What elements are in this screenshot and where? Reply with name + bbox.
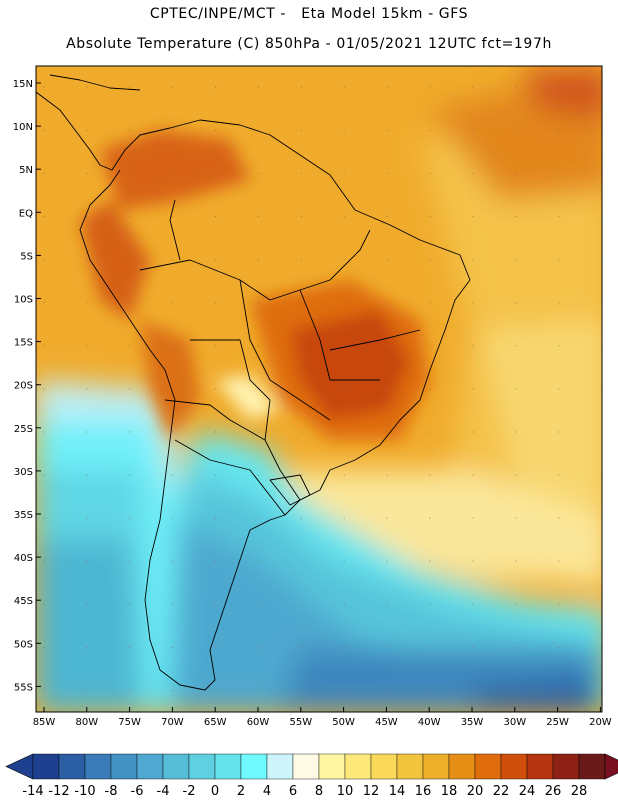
colorbar-swatch (552, 753, 580, 780)
colorbar-swatch (474, 753, 502, 780)
colorbar-swatch (448, 753, 476, 780)
colorbar-swatch (188, 753, 216, 780)
colorbar-label: -10 (74, 784, 95, 799)
lat-label: 15N (13, 79, 33, 90)
colorbar-label: 6 (289, 784, 297, 799)
longitude-axis: 85W 80W 75W 70W 65W 60W 55W 50W 45W 40W 35W 30W 25W 2… (33, 707, 612, 728)
colorbar-label: -2 (183, 784, 196, 799)
lat-label: 55S (14, 682, 33, 693)
colorbar-swatch (578, 753, 606, 780)
lon-label: 60W (247, 717, 270, 728)
lon-label: 80W (75, 717, 98, 728)
lat-label: 5N (19, 165, 33, 176)
colorbar-swatch (318, 753, 346, 780)
lon-label: 85W (33, 717, 56, 728)
colorbar-label: -4 (157, 784, 170, 799)
lat-label: 50S (14, 639, 33, 650)
colorbar-label: 28 (571, 784, 588, 799)
colorbar-label: -8 (105, 784, 118, 799)
colorbar-label: 14 (389, 784, 406, 799)
colorbar-swatch (396, 753, 424, 780)
colorbar-swatch (266, 753, 294, 780)
colorbar-label: 24 (519, 784, 536, 799)
colorbar-swatch (240, 753, 268, 780)
colorbar-swatch (58, 753, 86, 780)
lat-label: 10S (14, 295, 33, 306)
colorbar-swatch (136, 753, 164, 780)
lon-label: 20W (589, 717, 612, 728)
colorbar-swatch (84, 753, 112, 780)
lat-label: 25S (14, 424, 33, 435)
title-line-2: Absolute Temperature (C) 850hPa - 01/05/… (66, 36, 552, 52)
colorbar-label: 4 (263, 784, 271, 799)
colorbar-label: 10 (337, 784, 354, 799)
lon-label: 35W (461, 717, 484, 728)
lat-label: 20S (14, 381, 33, 392)
lon-label: 40W (418, 717, 441, 728)
colorbar-label: 0 (211, 784, 219, 799)
colorbar-label: 2 (237, 784, 245, 799)
title-line-1: CPTEC/INPE/MCT - Eta Model 15km - GFS (149, 6, 469, 22)
colorbar-swatch (422, 753, 450, 780)
latitude-axis: 15N 10N 5N EQ 5S 10S 15S 20S 25S 30S 35S 40S 45S 50S 5… (13, 79, 41, 693)
colorbar-label: 16 (415, 784, 432, 799)
lat-label: 10N (13, 122, 33, 133)
lat-label: 40S (14, 553, 33, 564)
colorbar-label: 8 (315, 784, 323, 799)
colorbar-label: 12 (363, 784, 380, 799)
colorbar-swatch (162, 753, 190, 780)
colorbar-label: -14 (22, 784, 43, 799)
colorbar-swatch (292, 753, 320, 780)
lat-label: 15S (14, 338, 33, 349)
lon-label: 65W (204, 717, 227, 728)
temperature-map: 15N 10N 5N EQ 5S 10S 15S 20S 25S 30S 35S 40S 45S 50S 5… (13, 65, 612, 728)
lon-label: 55W (289, 717, 312, 728)
colorbar-underflow (5, 753, 34, 780)
colorbar-swatch (344, 753, 372, 780)
colorbar-label: 20 (467, 784, 484, 799)
lat-label: 5S (20, 251, 33, 262)
lat-label: 35S (14, 510, 33, 521)
colorbar-swatch (214, 753, 242, 780)
colorbar-swatch (500, 753, 528, 780)
lon-label: 45W (375, 717, 398, 728)
lat-label: 30S (14, 467, 33, 478)
lon-label: 30W (503, 717, 526, 728)
colorbar-label: 26 (545, 784, 562, 799)
lon-label: 75W (118, 717, 141, 728)
lat-label: EQ (19, 208, 33, 219)
colorbar-swatch (526, 753, 554, 780)
map-frame (35, 65, 603, 713)
colorbar: -14 -12 -10 -8 -6 -4 -2 0 2 4 6 8 10 12 14 16 18 20 22 24 26… (5, 753, 618, 799)
colorbar-label: 18 (441, 784, 458, 799)
lat-label: 45S (14, 596, 33, 607)
lon-label: 50W (332, 717, 355, 728)
lon-label: 25W (546, 717, 569, 728)
colorbar-swatch (110, 753, 138, 780)
coastline (36, 74, 471, 691)
colorbar-swatch (32, 753, 60, 780)
colorbar-swatch (370, 753, 398, 780)
temperature-field (36, 66, 602, 712)
colorbar-label: 22 (493, 784, 510, 799)
colorbar-label: -6 (131, 784, 144, 799)
colorbar-label: -12 (48, 784, 69, 799)
lon-label: 70W (161, 717, 184, 728)
colorbar-overflow (604, 753, 618, 780)
